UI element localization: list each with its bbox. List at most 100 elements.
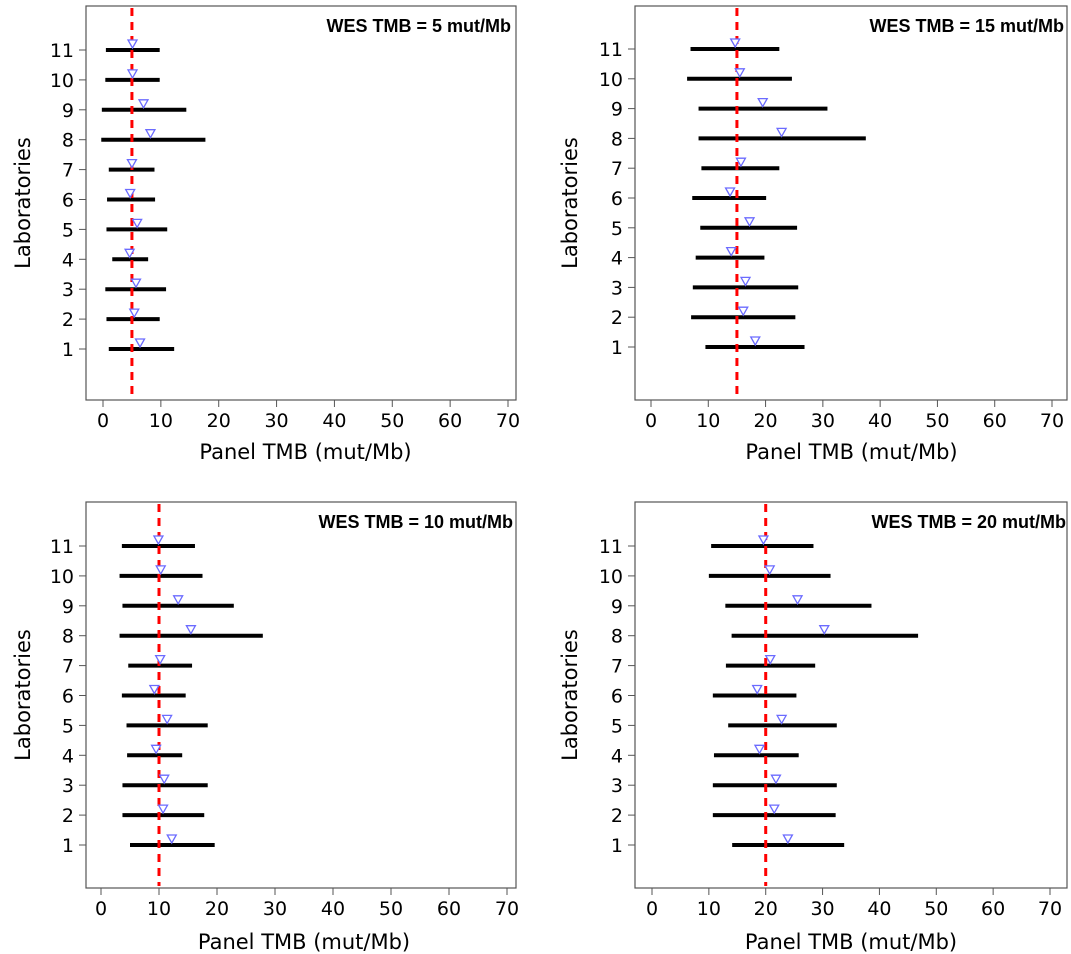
- y-tick-label: 1: [62, 339, 74, 361]
- y-tick-label: 7: [62, 160, 74, 182]
- x-tick-label: 60: [437, 898, 461, 920]
- y-tick-label: 2: [62, 805, 74, 827]
- median-marker-lab-3: [739, 276, 752, 287]
- y-axis-label: Laboratories: [558, 137, 582, 269]
- median-marker-lab-1: [749, 336, 761, 347]
- x-axis-label: Panel TMB (mut/Mb): [745, 440, 957, 464]
- x-tick-label: 0: [97, 410, 109, 432]
- y-tick-label: 3: [62, 775, 74, 797]
- x-tick-label: 0: [95, 898, 107, 920]
- median-marker-lab-1: [782, 834, 794, 845]
- median-marker-lab-3: [130, 278, 142, 289]
- y-tick-label: 9: [611, 596, 623, 618]
- x-tick-label: 40: [322, 410, 346, 432]
- median-marker-lab-11: [126, 39, 139, 50]
- x-tick-label: 0: [645, 410, 657, 432]
- median-marker-lab-2: [768, 804, 780, 815]
- x-tick-label: 70: [496, 410, 520, 432]
- median-marker-lab-8: [144, 129, 157, 140]
- median-marker-lab-6: [751, 684, 763, 695]
- y-tick-label: 3: [611, 277, 623, 299]
- chart-panel-3: 0 10 20 30 40 50 60 70 1 2 3 4 5 6 7 8 9 10 11 Panel TMB (m…: [11, 501, 519, 954]
- y-tick-label: 6: [611, 686, 623, 708]
- x-tick-label: 0: [646, 898, 658, 920]
- median-marker-lab-9: [137, 99, 150, 110]
- median-marker-lab-7: [154, 654, 166, 665]
- x-tick-label: 20: [205, 898, 229, 920]
- x-tick-label: 50: [924, 898, 948, 920]
- y-tick-label: 7: [611, 656, 623, 678]
- y-tick-label: 10: [599, 69, 623, 91]
- y-tick-label: 6: [62, 686, 74, 708]
- median-marker-lab-5: [161, 714, 173, 725]
- plot-frame: [634, 501, 1068, 889]
- median-marker-lab-4: [124, 248, 136, 259]
- y-tick-label: 10: [599, 566, 623, 588]
- median-marker-lab-6: [148, 684, 160, 695]
- y-tick-label: 6: [611, 188, 623, 210]
- x-tick-label: 40: [868, 410, 892, 432]
- x-tick-label: 20: [754, 898, 778, 920]
- y-tick-label: 6: [62, 190, 74, 212]
- median-marker-lab-4: [150, 744, 162, 755]
- y-axis-label: Laboratories: [11, 629, 35, 761]
- y-axis-label: Laboratories: [11, 137, 35, 269]
- x-tick-label: 50: [379, 898, 403, 920]
- x-tick-label: 30: [811, 410, 835, 432]
- median-marker-lab-6: [724, 187, 736, 198]
- y-tick-label: 2: [611, 805, 623, 827]
- median-marker-lab-5: [776, 714, 788, 725]
- chart-panel-4: 0 10 20 30 40 50 60 70 1 2 3 4 5 6 7 8 9 10 11 Panel TMB (m…: [558, 501, 1068, 954]
- median-marker-lab-4: [753, 744, 766, 755]
- x-tick-label: 40: [321, 898, 345, 920]
- y-tick-label: 1: [611, 337, 623, 359]
- y-tick-label: 2: [62, 309, 74, 331]
- x-tick-label: 60: [981, 898, 1005, 920]
- y-axis-label: Laboratories: [558, 629, 582, 761]
- median-marker-lab-9: [172, 595, 184, 606]
- plot-frame: [634, 5, 1068, 401]
- y-tick-label: 8: [62, 626, 74, 648]
- y-tick-label: 4: [611, 745, 623, 767]
- median-marker-lab-7: [764, 654, 776, 665]
- y-tick-label: 10: [50, 70, 74, 92]
- panel-title: WES TMB = 20 mut/Mb: [871, 512, 1066, 532]
- median-marker-lab-11: [757, 535, 770, 546]
- y-tick-label: 7: [611, 158, 623, 180]
- panel-title: WES TMB = 15 mut/Mb: [869, 16, 1064, 36]
- x-axis-label: Panel TMB (mut/Mb): [199, 440, 411, 464]
- median-marker-lab-8: [818, 625, 830, 636]
- median-marker-lab-8: [776, 127, 788, 138]
- x-tick-label: 40: [867, 898, 891, 920]
- median-marker-lab-7: [735, 157, 747, 168]
- x-tick-label: 20: [207, 410, 231, 432]
- y-tick-label: 5: [611, 715, 623, 737]
- y-tick-label: 5: [62, 219, 74, 241]
- y-tick-label: 4: [611, 248, 623, 270]
- y-tick-label: 9: [62, 100, 74, 122]
- y-tick-label: 11: [599, 39, 623, 61]
- y-tick-label: 11: [599, 536, 623, 558]
- median-marker-lab-2: [157, 804, 169, 815]
- median-marker-lab-1: [166, 834, 178, 845]
- y-tick-label: 3: [62, 279, 74, 301]
- y-tick-label: 5: [611, 218, 623, 240]
- x-tick-label: 60: [438, 410, 462, 432]
- median-marker-lab-2: [128, 308, 140, 319]
- x-axis-label: Panel TMB (mut/Mb): [198, 930, 410, 954]
- x-tick-label: 10: [147, 898, 171, 920]
- y-tick-label: 3: [611, 775, 623, 797]
- x-axis-label: Panel TMB (mut/Mb): [745, 930, 957, 954]
- plot-frame: [85, 5, 517, 401]
- x-tick-label: 30: [264, 410, 288, 432]
- x-tick-label: 50: [380, 410, 404, 432]
- panel-title: WES TMB = 10 mut/Mb: [318, 512, 513, 532]
- median-marker-lab-9: [757, 97, 769, 108]
- median-marker-lab-1: [134, 338, 146, 349]
- y-tick-label: 8: [62, 130, 74, 152]
- median-marker-lab-10: [764, 565, 776, 576]
- y-tick-label: 1: [611, 835, 623, 857]
- y-tick-label: 1: [62, 835, 74, 857]
- median-marker-lab-10: [155, 565, 167, 576]
